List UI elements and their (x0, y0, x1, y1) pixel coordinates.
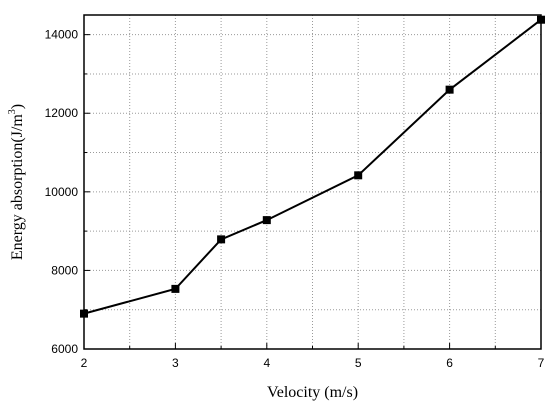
x-tick-label: 7 (538, 356, 545, 370)
data-point-marker (80, 309, 88, 318)
data-point-marker (262, 216, 271, 225)
x-axis-title: Velocity (m/s) (267, 384, 358, 401)
y-axis-title: Energy absorption(J/m3) (7, 104, 26, 260)
plot-frame (83, 14, 542, 350)
data-point-marker (354, 171, 363, 180)
x-tick-label: 3 (172, 356, 179, 370)
grid (84, 15, 541, 349)
y-tick-label: 12000 (45, 106, 79, 120)
x-tick-label: 5 (355, 356, 362, 370)
data-point-marker (217, 235, 226, 244)
y-axis-title-main: Energy absorption(J/m (9, 114, 26, 260)
series (80, 15, 545, 318)
data-point-marker (171, 284, 180, 293)
x-tick-label: 6 (446, 356, 453, 370)
data-point-marker (537, 15, 545, 24)
y-tick-label: 8000 (51, 263, 78, 277)
axis-ticks: 2 3 4 5 6 7 6000 8000 10000 12000 14000 (45, 28, 545, 370)
x-tick-label: 2 (81, 356, 88, 370)
y-tick-label: 14000 (45, 28, 79, 42)
y-axis-title-superscript: 3 (7, 109, 18, 114)
data-point-marker (445, 85, 454, 94)
x-tick-label: 4 (263, 356, 270, 370)
y-axis-title-close: ) (9, 104, 26, 109)
y-tick-label: 6000 (51, 342, 78, 356)
y-tick-label: 10000 (45, 185, 79, 199)
